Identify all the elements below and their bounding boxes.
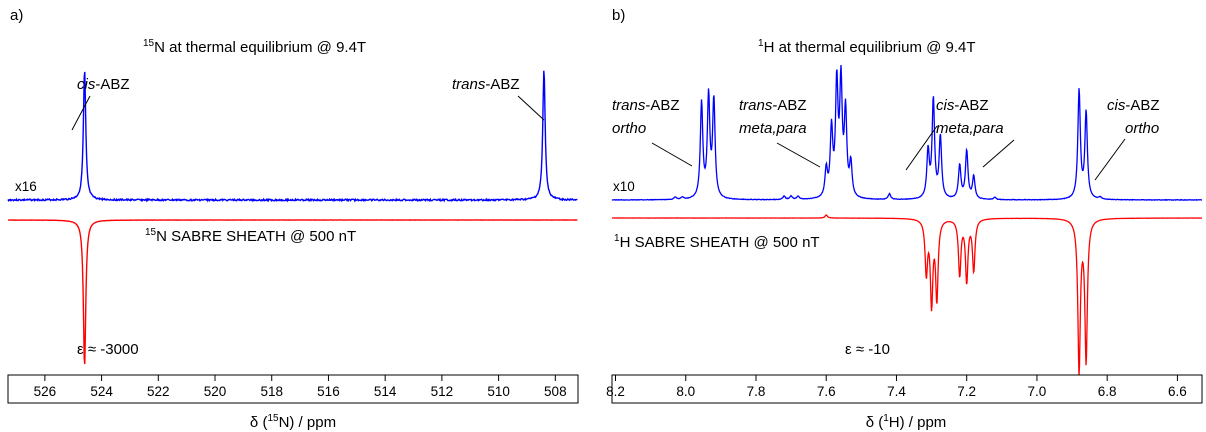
panel-b-cis-ortho-label: cis-ABZ bbox=[1107, 97, 1160, 114]
panel-b-cis-ortho-leader bbox=[1094, 138, 1126, 181]
panel-b-thermal-title: 1H at thermal equilibrium @ 9.4T bbox=[758, 38, 976, 56]
panel-a-cis-leader bbox=[71, 95, 91, 131]
x-tick-label: 508 bbox=[544, 384, 567, 399]
panel-b-cis-metapara-sublabel: meta,para bbox=[936, 120, 1004, 137]
panel-a-axis-frame bbox=[7, 374, 579, 404]
x-tick-label: 7.2 bbox=[957, 384, 976, 399]
x-tick-label: 8.0 bbox=[676, 384, 695, 399]
panel-b-scale-label: x10 bbox=[613, 179, 635, 194]
panel-b-cis-metapara-leader-right bbox=[982, 139, 1015, 168]
x-tick-label: 520 bbox=[204, 384, 227, 399]
panel-a-thermal-trace bbox=[7, 70, 578, 203]
panel-b-trans-metapara-sublabel: meta,para bbox=[739, 120, 807, 137]
panel-a-enhancement-label: ε ≈ -3000 bbox=[77, 341, 139, 358]
panel-a-label: a) bbox=[10, 7, 23, 24]
x-tick-label: 524 bbox=[90, 384, 113, 399]
panel-a-trans-leader bbox=[517, 95, 545, 121]
x-tick-label: 7.6 bbox=[817, 384, 836, 399]
panel-b-cis-metapara-label: cis-ABZ bbox=[936, 97, 989, 114]
panel-b-sabre-title: 1H SABRE SHEATH @ 500 nT bbox=[614, 233, 820, 251]
x-tick-label: 7.0 bbox=[1028, 384, 1047, 399]
panel-a-trans-label: trans-ABZ bbox=[452, 76, 520, 93]
panel-b-label: b) bbox=[612, 7, 625, 24]
panel-b-x-axis-title: δ (1H) / ppm bbox=[866, 413, 947, 431]
x-tick-label: 6.8 bbox=[1098, 384, 1117, 399]
panel-b-cis-metapara-leader-left bbox=[905, 125, 938, 171]
x-tick-label: 7.4 bbox=[887, 384, 906, 399]
x-tick-label: 7.8 bbox=[747, 384, 766, 399]
panel-b-enhancement-label: ε ≈ -10 bbox=[845, 341, 890, 358]
panel-b-x-ticks: 8.2 8.0 7.8 7.6 7.4 7.2 7.0 6.8 6.6 bbox=[606, 375, 1187, 399]
panel-b-axis-frame bbox=[611, 374, 1203, 404]
panel-a-sabre-title: 15N SABRE SHEATH @ 500 nT bbox=[145, 227, 356, 245]
panel-a-x-ticks: 526 524 522 520 518 516 514 512 510 508 bbox=[34, 375, 567, 399]
x-tick-label: 522 bbox=[147, 384, 170, 399]
x-tick-label: 512 bbox=[431, 384, 454, 399]
panel-b-trans-ortho-label: trans-ABZ bbox=[612, 97, 680, 114]
panel-a-sabre-trace bbox=[7, 219, 578, 365]
x-tick-label: 514 bbox=[374, 384, 397, 399]
x-tick-label: 516 bbox=[317, 384, 340, 399]
x-tick-label: 518 bbox=[260, 384, 283, 399]
panel-b-trans-metapara-leader bbox=[776, 142, 821, 168]
panel-a-cis-label: cis-ABZ bbox=[77, 76, 130, 93]
x-tick-label: 8.2 bbox=[606, 384, 625, 399]
panel-b-trans-ortho-leader bbox=[651, 142, 693, 167]
panel-b: b) 1H at thermal equilibrium @ 9.4T x10 … bbox=[606, 7, 1203, 431]
x-tick-label: 510 bbox=[487, 384, 510, 399]
x-tick-label: 6.6 bbox=[1168, 384, 1187, 399]
panel-b-trans-metapara-label: trans-ABZ bbox=[739, 97, 807, 114]
panel-b-thermal-trace bbox=[611, 65, 1203, 201]
panel-b-sabre-trace bbox=[611, 214, 1203, 376]
panel-a: a) 15N at thermal equilibrium @ 9.4T x16… bbox=[7, 7, 579, 431]
panel-b-trans-ortho-sublabel: ortho bbox=[612, 120, 646, 137]
panel-a-scale-label: x16 bbox=[15, 179, 37, 194]
panel-b-cis-ortho-sublabel: ortho bbox=[1125, 120, 1159, 137]
panel-a-x-axis-title: δ (15N) / ppm bbox=[250, 413, 336, 431]
panel-a-thermal-title: 15N at thermal equilibrium @ 9.4T bbox=[143, 38, 366, 56]
x-tick-label: 526 bbox=[34, 384, 57, 399]
